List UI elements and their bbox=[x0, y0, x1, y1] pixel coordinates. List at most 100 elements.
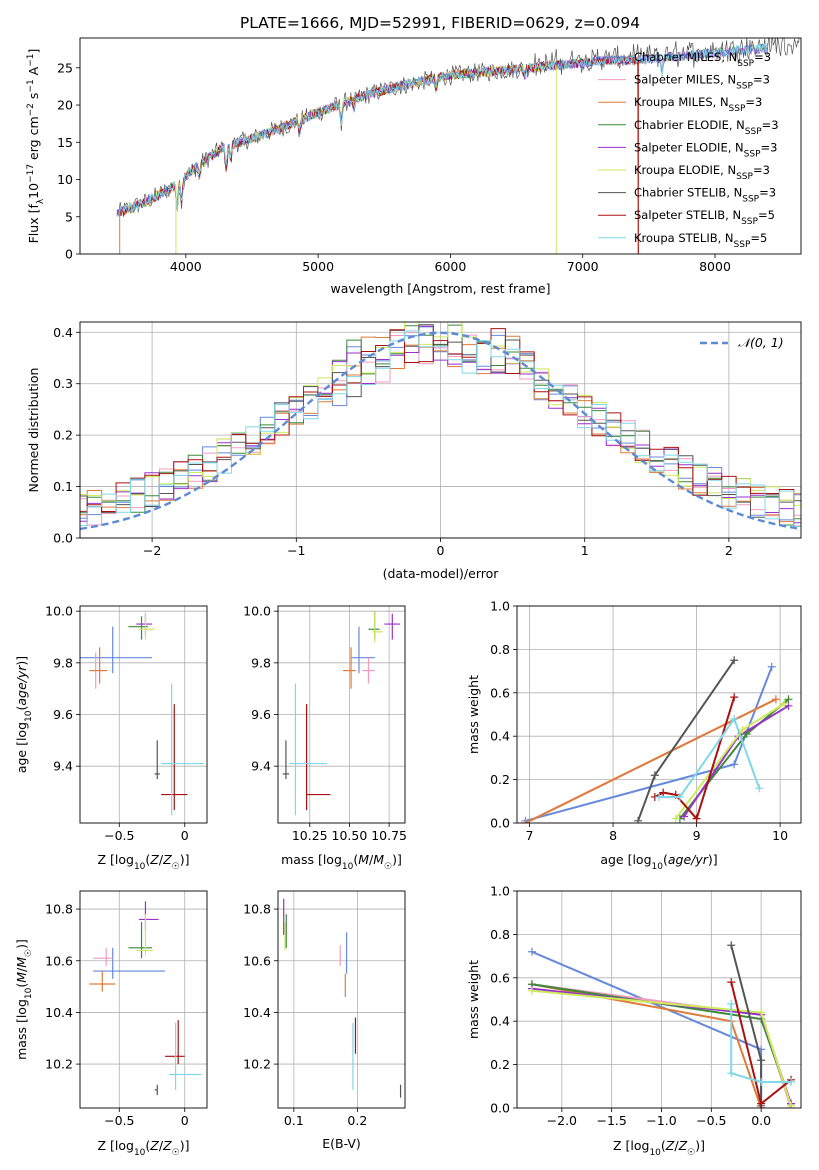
weight-marker bbox=[730, 714, 739, 723]
y-tick-label: 10.2 bbox=[243, 1057, 271, 1072]
histograms bbox=[80, 322, 801, 531]
error-bars bbox=[283, 898, 402, 1098]
weight-marker bbox=[650, 771, 659, 780]
weight-marker bbox=[787, 1077, 796, 1086]
axes-frame bbox=[277, 890, 406, 1109]
x-tick-label: 1 bbox=[581, 543, 589, 558]
x-tick-label: 0.0 bbox=[751, 1113, 771, 1128]
axis-ticks: −2 −1 0 1 2 0.0 0.1 0.2 0.3 0.4 bbox=[53, 322, 801, 558]
weight-marker bbox=[771, 695, 780, 704]
x-tick-label: 0.2 bbox=[347, 1113, 367, 1128]
spectrum-series-line bbox=[116, 55, 639, 254]
x-tick-label: 10.50 bbox=[332, 828, 368, 843]
error-bars bbox=[80, 611, 205, 816]
legend-entry: 𝒩(0, 1) bbox=[738, 335, 784, 350]
y-tick-label: 25 bbox=[57, 60, 73, 75]
y-tick-label: 10.8 bbox=[45, 902, 73, 917]
weight-marker bbox=[727, 978, 736, 987]
y-tick-label: 10.8 bbox=[243, 902, 271, 917]
y-tick-label: 0.2 bbox=[53, 428, 73, 443]
spectrum-series-line bbox=[116, 43, 768, 218]
x-tick-label: 7 bbox=[526, 828, 534, 843]
y-tick-label: 9.6 bbox=[251, 707, 271, 722]
y-tick-label: 10.6 bbox=[243, 953, 271, 968]
y-tick-label: 0.2 bbox=[490, 1057, 510, 1072]
x-tick-label: 10.75 bbox=[371, 828, 407, 843]
y-tick-label: 10.4 bbox=[45, 1005, 73, 1020]
weight-marker bbox=[521, 819, 530, 823]
x-tick-label: 0 bbox=[181, 1113, 189, 1128]
y-axis-label: Normed distribution bbox=[26, 368, 41, 493]
axes-frame bbox=[516, 605, 802, 824]
legend-entry: Kroupa MILES, NSSP=3 bbox=[634, 95, 762, 114]
axis-ticks: 4000 5000 6000 7000 8000 0 5 10 15 20 25 bbox=[57, 60, 731, 274]
histogram-series-line bbox=[80, 335, 801, 523]
y-tick-label: 1.0 bbox=[490, 884, 510, 899]
weight-marker bbox=[727, 941, 736, 950]
x-tick-label: −0.5 bbox=[104, 828, 134, 843]
axis-ticks: −0.5 0 9.4 9.6 9.8 10.0 bbox=[45, 604, 207, 843]
weight-marker bbox=[757, 1099, 766, 1108]
y-tick-label: 5 bbox=[65, 209, 73, 224]
y-tick-label: 0.0 bbox=[490, 1101, 510, 1116]
legend-entry: Chabrier ELODIE, NSSP=3 bbox=[634, 118, 779, 137]
y-tick-label: 0.0 bbox=[490, 816, 510, 831]
normal-curve bbox=[80, 331, 799, 531]
axis-ticks: 0.1 0.2 10.2 10.4 10.6 10.8 bbox=[243, 891, 405, 1128]
x-tick-label: 4000 bbox=[170, 259, 202, 274]
spectrum-series-line bbox=[119, 60, 557, 215]
weight-marker bbox=[680, 812, 689, 821]
x-tick-label: 10 bbox=[772, 828, 788, 843]
weight-series-line bbox=[730, 1003, 791, 1083]
weight-marker bbox=[727, 999, 736, 1008]
x-tick-label: 10.25 bbox=[292, 828, 328, 843]
weight-lines bbox=[521, 656, 793, 823]
y-axis-label: age [log10(age/yr)] bbox=[14, 656, 34, 773]
y-tick-label: 9.8 bbox=[53, 655, 73, 670]
legend-entry: Salpeter MILES, NSSP=3 bbox=[634, 73, 770, 92]
weight-series-line bbox=[531, 983, 763, 1108]
legend-entry: Kroupa STELIB, NSSP=5 bbox=[634, 231, 767, 250]
y-tick-label: 0.8 bbox=[490, 642, 510, 657]
weight-marker bbox=[757, 1077, 766, 1086]
weight-marker bbox=[730, 760, 739, 769]
axis-ticks: −0.5 0 10.2 10.4 10.6 10.8 bbox=[45, 891, 207, 1128]
weight-lines bbox=[527, 941, 796, 1108]
y-tick-label: 0.4 bbox=[490, 1014, 510, 1029]
histogram-series-line bbox=[80, 332, 801, 526]
x-axis-label: Z [log10(Z/Z☉)] bbox=[97, 852, 189, 872]
weight-marker bbox=[780, 699, 789, 708]
y-tick-label: 0.3 bbox=[53, 376, 73, 391]
weight-series-line bbox=[531, 950, 763, 1108]
y-tick-label: 0 bbox=[65, 247, 73, 262]
weight-vs-age-panel: 7 8 9 10 0.0 0.2 0.4 0.6 0.8 1.0 mass weight age [l… bbox=[466, 599, 802, 872]
x-axis-label: Z [log10(Z/Z☉)] bbox=[613, 1138, 705, 1158]
weight-marker bbox=[755, 784, 764, 793]
y-tick-label: 10 bbox=[57, 172, 73, 187]
x-tick-label: 0.1 bbox=[284, 1113, 304, 1128]
spectrum-lines bbox=[116, 38, 800, 254]
y-tick-label: 10.0 bbox=[243, 604, 271, 619]
spectrum-series-line bbox=[119, 55, 639, 254]
legend: 𝒩(0, 1) bbox=[700, 335, 784, 350]
x-tick-label: 0 bbox=[181, 828, 189, 843]
y-tick-label: 0.4 bbox=[53, 325, 73, 340]
x-tick-label: 6000 bbox=[435, 259, 467, 274]
y-tick-label: 9.8 bbox=[251, 655, 271, 670]
y-axis-label: mass [log10(M/M☉)] bbox=[14, 939, 34, 1060]
mass-vs-metallicity-panel: −0.5 0 10.2 10.4 10.6 10.8 mass [log10(M/M☉)] Z… bbox=[14, 890, 208, 1158]
weight-marker bbox=[738, 725, 747, 734]
error-bars bbox=[89, 901, 202, 1096]
y-tick-label: 10.2 bbox=[45, 1057, 73, 1072]
x-tick-label: −2 bbox=[143, 543, 161, 558]
weight-series-line bbox=[524, 698, 777, 823]
weight-marker bbox=[634, 816, 643, 823]
x-tick-label: −0.5 bbox=[104, 1113, 134, 1128]
weight-series-line bbox=[659, 716, 761, 798]
y-tick-label: 0.8 bbox=[490, 927, 510, 942]
histogram-series-line bbox=[80, 328, 801, 527]
axes-frame bbox=[277, 605, 406, 824]
y-tick-label: 10.0 bbox=[45, 604, 73, 619]
weight-marker bbox=[730, 656, 739, 665]
y-tick-label: 15 bbox=[57, 135, 73, 150]
